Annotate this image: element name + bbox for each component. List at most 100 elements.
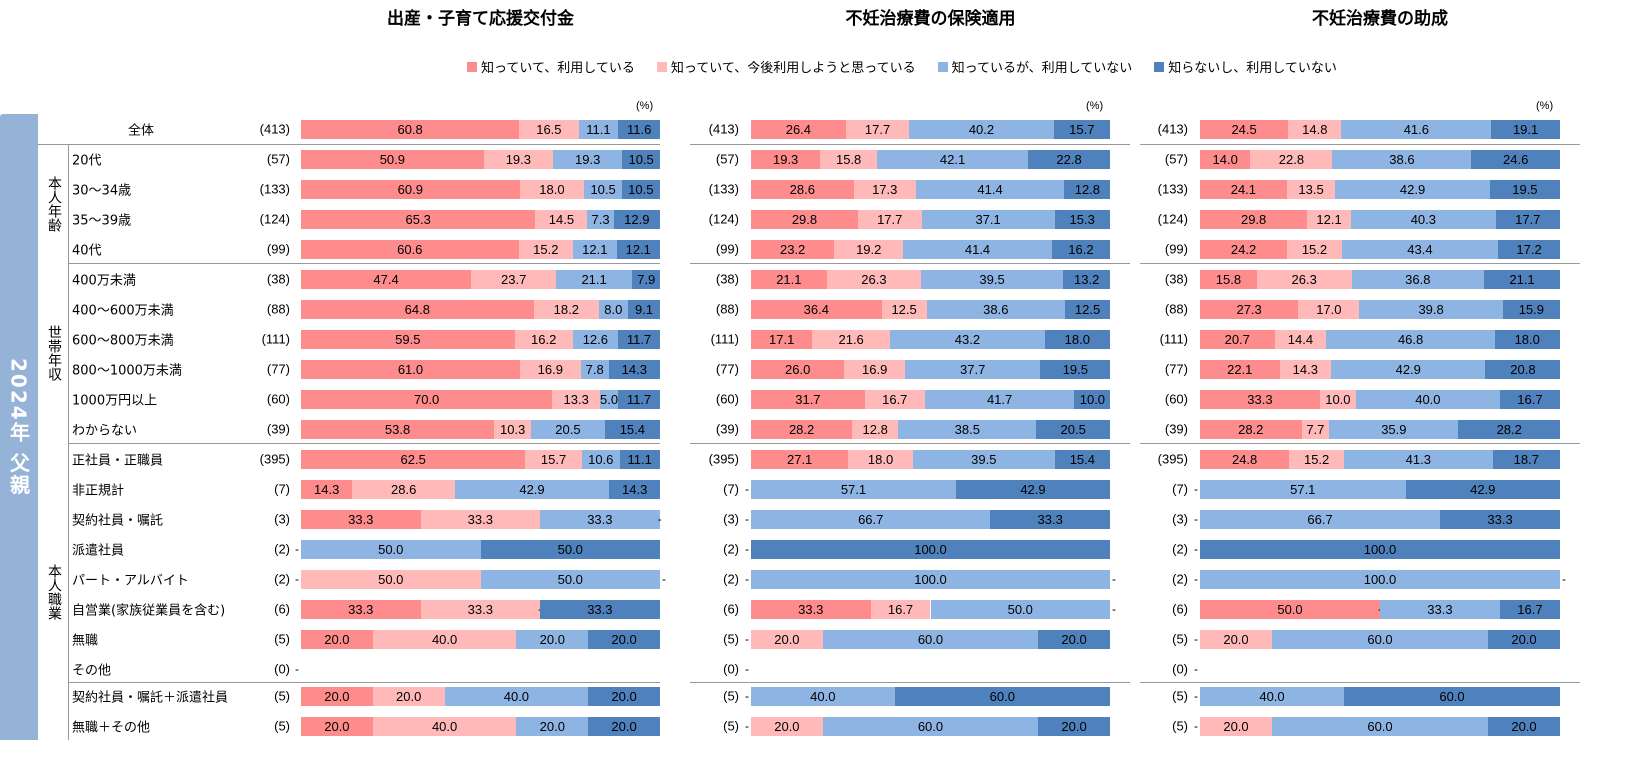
sample-size: (5) (274, 688, 290, 704)
legend-item: 知っていて、利用している (467, 57, 635, 76)
bar-segment: 10.5 (584, 179, 622, 199)
row-label: 全体 (128, 123, 155, 139)
bar-segment: 22.8 (1250, 149, 1333, 169)
bar-value-label: 17.3 (872, 181, 898, 197)
bar-segment: 39.5 (912, 449, 1055, 469)
bar-segment: 64.8 (301, 299, 534, 319)
bar-value-label: 17.2 (1516, 241, 1542, 257)
bar-value-label: 60.0 (1439, 688, 1465, 704)
zero-dash: - (745, 542, 749, 556)
unit-label: (%) (1536, 100, 1554, 112)
bar-value-label: 5.0 (599, 391, 619, 407)
bar-value-label: 20.0 (774, 631, 800, 647)
bar-value-label: 24.5 (1231, 121, 1257, 137)
bar-segment: 20.0 (301, 686, 373, 706)
bar-value-label: 18.0 (1514, 331, 1540, 347)
bar-segment: 50.9 (301, 149, 484, 169)
row-label: わからない (72, 423, 138, 439)
bar-value-label: 46.8 (1397, 331, 1424, 347)
bar-segment: 16.2 (1051, 239, 1110, 259)
bar-segment: 15.9 (1502, 299, 1560, 319)
bar-segment: 65.3 (301, 209, 536, 229)
bar-segment: 17.2 (1498, 239, 1560, 259)
zero-dash: - (745, 662, 749, 676)
bar-value-label: 64.8 (404, 301, 430, 317)
bar-value-label: 20.0 (611, 688, 637, 704)
bar-segment: 19.5 (1489, 179, 1560, 199)
bar-segment: 11.6 (618, 119, 660, 139)
sample-size: (133) (708, 181, 739, 197)
bar-value-label: 12.1 (625, 241, 651, 257)
legend-swatch (937, 61, 948, 72)
sample-size: (124) (1157, 211, 1188, 227)
sample-size: (77) (715, 361, 739, 377)
bar-value-label: 15.8 (1215, 271, 1242, 287)
bar-value-label: 60.0 (1367, 718, 1393, 734)
zero-dash: - (1194, 662, 1198, 676)
bar-value-label: 33.3 (467, 601, 493, 617)
bar-segment: 61.0 (301, 359, 520, 379)
sample-size: (5) (723, 631, 739, 647)
bar-segment: 15.8 (1200, 269, 1257, 289)
bar-value-label: 42.1 (939, 151, 966, 167)
bar-segment: 59.5 (301, 329, 515, 349)
bar-value-label: 38.6 (983, 301, 1009, 317)
bar-value-label: 24.2 (1230, 241, 1257, 257)
row-label: 自営業(家族従業員を含む) (72, 603, 226, 619)
bar-segment: 7.3 (587, 209, 614, 229)
bar-segment: 60.9 (301, 179, 520, 199)
zero-dash: - (1562, 572, 1566, 586)
bar-segment: 23.7 (471, 269, 557, 289)
bar-segment: 29.8 (1200, 209, 1308, 229)
bar-value-label: 33.3 (348, 511, 374, 527)
bar-segment: 20.5 (531, 419, 605, 439)
bar-value-label: 26.0 (785, 361, 811, 377)
bar-value-label: 12.6 (582, 331, 609, 347)
bar-value-label: 41.6 (1403, 121, 1429, 137)
bar-segment: 20.0 (372, 686, 445, 706)
bar-segment: 50.0 (480, 539, 660, 559)
bar-segment: 10.0 (1074, 389, 1111, 409)
bar-segment: 20.0 (1488, 716, 1560, 736)
bar-value-label: 7.9 (637, 271, 656, 287)
separator (68, 443, 660, 444)
chart-title: 出産・子育て応援交付金 (387, 9, 574, 29)
bar-value-label: 20.0 (396, 688, 422, 704)
bar-value-label: 15.9 (1518, 301, 1545, 317)
bar-segment: 7.8 (580, 359, 609, 379)
row-label: 契約社員・嘱託 (72, 513, 164, 529)
bar-segment: 28.6 (751, 179, 854, 199)
bar-segment: 42.9 (1335, 179, 1490, 199)
bar-segment: 27.3 (1200, 299, 1299, 319)
sample-size: (124) (708, 211, 739, 227)
bar-segment: 15.7 (1053, 119, 1110, 139)
sample-size: (133) (259, 181, 290, 197)
bar-value-label: 35.9 (1381, 421, 1407, 437)
bar-segment: 60.6 (301, 239, 519, 259)
bar-value-label: 21.6 (838, 331, 864, 347)
bar-segment: 15.2 (1289, 449, 1344, 469)
legend-item: 知っているが、利用していない (937, 57, 1132, 76)
bar-value-label: 12.1 (582, 241, 608, 257)
bar-value-label: 15.2 (1301, 241, 1328, 257)
bar-value-label: 7.7 (1306, 421, 1325, 437)
bar-value-label: 37.7 (960, 361, 986, 377)
bar-segment: 10.5 (621, 179, 660, 199)
bar-value-label: 31.7 (795, 391, 821, 407)
bar-value-label: 10.3 (499, 421, 526, 437)
bar-value-label: 18.0 (1064, 331, 1090, 347)
bar-value-label: 16.7 (1517, 391, 1543, 407)
bar-value-label: 12.8 (1074, 181, 1101, 197)
bar-value-label: 65.3 (405, 211, 431, 227)
bar-value-label: 28.2 (1496, 421, 1522, 437)
bar-value-label: 23.7 (501, 271, 527, 287)
bar-value-label: 33.3 (798, 601, 824, 617)
bar-segment: 33.3 (540, 599, 660, 619)
sample-size: (99) (715, 241, 739, 257)
bar-segment: 47.4 (301, 269, 472, 289)
bar-value-label: 66.7 (1307, 511, 1333, 527)
bar-segment: 15.2 (518, 239, 574, 259)
bar-segment: 21.1 (751, 269, 827, 289)
bar-value-label: 15.3 (1069, 211, 1095, 227)
bar-value-label: 50.9 (379, 151, 406, 167)
